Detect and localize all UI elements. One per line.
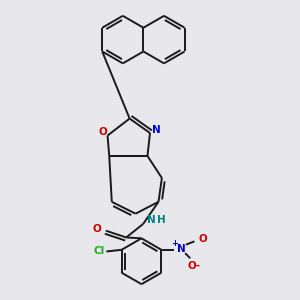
Text: H: H bbox=[157, 215, 166, 226]
Text: O: O bbox=[199, 234, 207, 244]
Text: O: O bbox=[99, 127, 108, 137]
Text: N: N bbox=[148, 215, 156, 226]
Text: O: O bbox=[188, 261, 196, 271]
Text: -: - bbox=[196, 261, 200, 271]
Text: +: + bbox=[172, 239, 178, 248]
Text: N: N bbox=[177, 244, 186, 254]
Text: O: O bbox=[93, 224, 102, 234]
Text: Cl: Cl bbox=[94, 247, 105, 256]
Text: N: N bbox=[152, 124, 161, 135]
